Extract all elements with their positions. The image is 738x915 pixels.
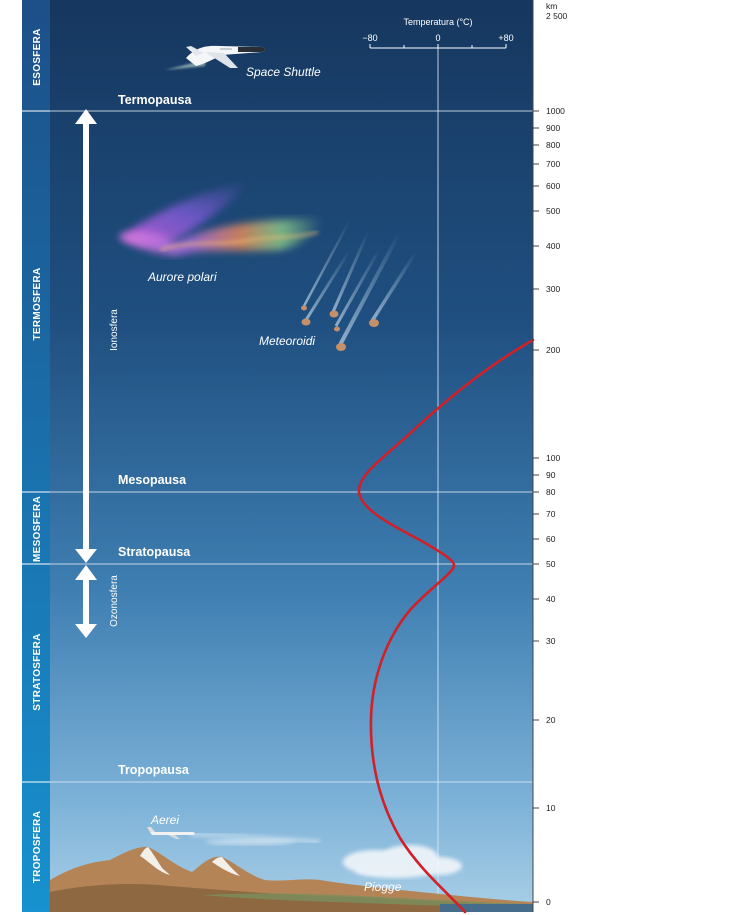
- altitude-tick-label: 40: [546, 594, 556, 604]
- thin-cloud-illustration: [205, 839, 295, 845]
- layer-labels: ESOSFERA TERMOSFERA MESOSFERA STRATOSFER…: [32, 28, 43, 883]
- meteoroids-label: Meteoroidi: [259, 334, 315, 348]
- altitude-tick-label: 400: [546, 241, 560, 251]
- space-shuttle-illustration: [165, 45, 265, 70]
- altitude-tick-label: 60: [546, 534, 556, 544]
- meteoroids-illustration: [301, 219, 418, 351]
- layer-band: [22, 0, 50, 912]
- altitude-tick-label: 200: [546, 345, 560, 355]
- layer-label-esosfera: ESOSFERA: [32, 28, 43, 85]
- altitude-tick-label: 20: [546, 715, 556, 725]
- airplane-label: Aerei: [150, 813, 179, 827]
- mountains-illustration: [50, 846, 533, 912]
- temp-tick-minus80: −80: [362, 33, 377, 43]
- altitude-tick-label: 0: [546, 897, 551, 907]
- temperature-curve: [357, 338, 535, 914]
- rain-cloud-illustration: [343, 845, 462, 878]
- altitude-tick-label: 70: [546, 509, 556, 519]
- altitude-tick-label: 100: [546, 453, 560, 463]
- termopausa-label: Termopausa: [118, 93, 192, 107]
- altitude-tick-label: 600: [546, 181, 560, 191]
- altitude-unit: km: [546, 1, 557, 11]
- altitude-tick-label: 90: [546, 470, 556, 480]
- altitude-tick-label: 30: [546, 636, 556, 646]
- altitude-tick-label: 1000: [546, 106, 565, 116]
- mesopausa-label: Mesopausa: [118, 473, 187, 487]
- altitude-tick-label: 700: [546, 159, 560, 169]
- airplane-illustration: [147, 827, 321, 844]
- ozonosphere-arrow: [75, 565, 97, 638]
- layer-label-mesosfera: MESOSFERA: [32, 496, 43, 562]
- tropopausa-label: Tropopausa: [118, 763, 190, 777]
- aurora-label: Aurore polari: [147, 270, 217, 284]
- temp-tick-plus80: +80: [498, 33, 513, 43]
- altitude-tick-label: 300: [546, 284, 560, 294]
- aurora-illustration: [118, 182, 322, 256]
- ozonosphere-label: Ozonosfera: [109, 575, 120, 627]
- altitude-tick-label: 800: [546, 140, 560, 150]
- stratopausa-label: Stratopausa: [118, 545, 191, 559]
- layer-label-stratosfera: STRATOSFERA: [32, 633, 43, 710]
- altitude-tick-label: 80: [546, 487, 556, 497]
- altitude-tick-label: 900: [546, 123, 560, 133]
- space-shuttle-label: Space Shuttle: [246, 65, 321, 79]
- altitude-tick-label: 10: [546, 803, 556, 813]
- layer-label-termosfera: TERMOSFERA: [32, 268, 43, 341]
- sky-background: [22, 0, 533, 912]
- rain-label: Piogge: [364, 880, 402, 894]
- ionosphere-label: Ionosfera: [109, 309, 120, 351]
- altitude-tick-label: 500: [546, 206, 560, 216]
- altitude-top-label: 2 500: [546, 11, 568, 21]
- layer-label-troposfera: TROPOSFERA: [32, 811, 43, 883]
- ionosphere-arrow: [75, 109, 97, 563]
- altitude-tick-label: 50: [546, 559, 556, 569]
- altitude-axis: km 2 500 1000900800700600500400300200100…: [532, 0, 568, 912]
- temperature-scale: Temperatura (°C) −80 0 +80: [362, 17, 514, 49]
- temperature-scale-title: Temperatura (°C): [403, 17, 472, 27]
- temp-tick-zero: 0: [435, 33, 440, 43]
